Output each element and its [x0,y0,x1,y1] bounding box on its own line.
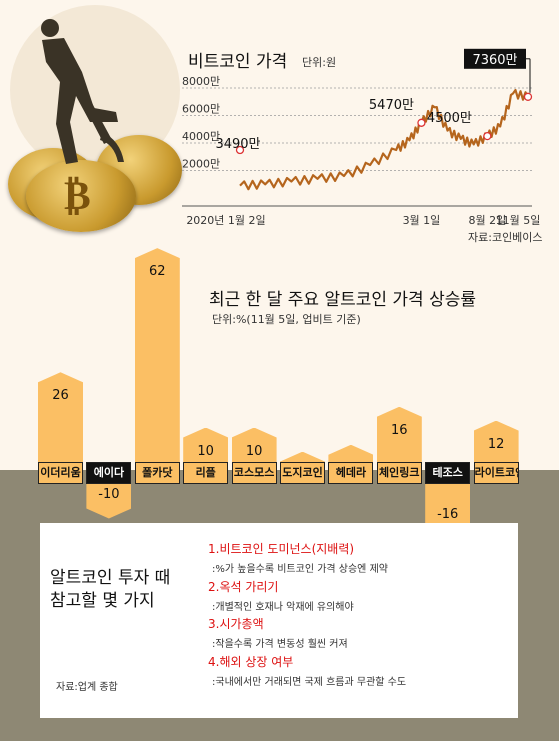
tip-heading: 2.옥석 가리기 [208,580,279,594]
bar [38,372,83,462]
bar-value-label: 26 [52,388,69,404]
annotation-marker [483,131,492,141]
miner-silhouette-icon [41,19,124,164]
y-tick-label: 2000만 [182,158,220,171]
tip-body: :개별적인 호재나 악재에 유의해야 [212,602,354,613]
annotation-label: 3490만 [215,137,260,152]
annotation-marker [417,118,426,127]
annotation-marker [523,92,533,101]
annotation-label: 4500만 [427,111,472,126]
annotation-label-box [464,48,526,69]
bar [473,420,519,462]
price-chart-unit: 단위:원 [302,56,337,69]
bar-value-label: 62 [149,264,166,280]
x-tick-label: 2020년 1월 2일 [186,213,265,227]
bar-category-label: 이더리움 [38,462,83,484]
tips-title-line2: 참고할 몇 가지 [50,591,155,611]
bar-value-label: -16 [437,507,459,523]
tips-title-line1: 알트코인 투자 때 [50,568,171,588]
tip-body: :국내에서만 거래되면 국제 흐름과 무관할 수도 [212,677,407,688]
annotation-label: 5470만 [369,98,414,113]
tip-heading: 4.해외 상장 여부 [208,655,294,669]
tip-heading: 3.시가총액 [208,617,264,631]
bar-value-label: -10 [98,486,120,502]
x-tick-label: 8월 2일 [468,213,506,227]
tips-source: 자료:업계 종합 [56,682,118,693]
bar-value-label: 16 [391,422,408,438]
bar-category-label: 에이다 [86,462,132,484]
bar [328,444,374,462]
price-chart-title: 비트코인 가격 [188,52,288,72]
price-line-chart: 8000만 6000만 4000만 2000만 2020년 1월 2일 3월 1일 8월 2… [182,48,541,227]
bar-category-label: 라이트코인 [473,462,519,484]
y-tick-label: 4000만 [182,130,220,143]
tips-box: 알트코인 투자 때 참고할 몇 가지 1.비트코인 도미넌스(지배력) :%가 … [40,523,518,718]
annotation-label: 7360만 [472,53,517,68]
x-tick-label: 3월 1일 [403,213,441,227]
annotation-marker [235,145,245,155]
bar-category-label: 테조스 [425,462,471,484]
bar-category-label: 헤데라 [328,462,374,484]
bar-value-label: 12 [487,436,505,452]
tip-body: :%가 높을수록 비트코인 가격 상승엔 제약 [212,564,388,575]
y-tick-label: 6000만 [182,103,220,116]
price-chart-source: 자료:코인베이스 [468,231,543,244]
alt-chart-unit: 단위:%(11월 5일, 업비트 기준) [212,313,361,326]
bar-category-label: 도지코인 [280,462,325,484]
alt-chart-title: 최근 한 달 주요 알트코인 가격 상승률 [209,290,477,310]
bar-value-label: 10 [245,443,263,459]
bar-category-label: 체인링크 [376,462,422,484]
bar [376,406,422,462]
bitcoin-symbol-icon: ₿ [64,172,91,219]
x-tick-label: 11월 5일 [496,213,541,227]
bar-category-label: 리플 [183,462,229,484]
bar-value-label: 10 [197,443,214,459]
bar [280,451,325,462]
y-tick-label: 8000만 [182,75,220,88]
bitcoin-coin-icon: ₿ [26,160,136,232]
bar-category-label: 폴카닷 [134,462,180,484]
tip-body: :작을수록 가격 변동성 훨씬 커져 [212,639,348,650]
bar-category-label: 코스모스 [231,462,277,484]
tip-heading: 1.비트코인 도미넌스(지배력) [208,542,355,556]
bar [134,248,180,462]
